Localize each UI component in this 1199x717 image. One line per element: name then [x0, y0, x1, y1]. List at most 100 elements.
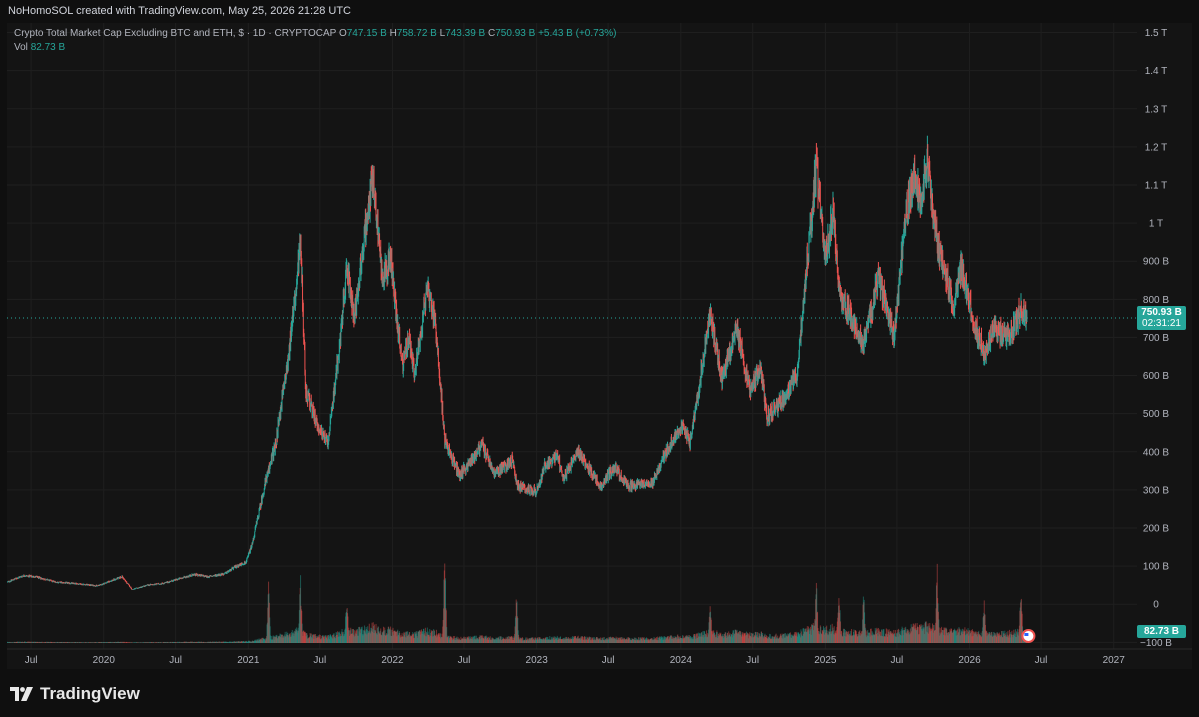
y-tick-label: 1.2 T: [1145, 142, 1168, 153]
volume-bar: [63, 642, 65, 643]
volume-bar: [397, 629, 399, 643]
volume-bar: [387, 626, 389, 643]
volume-bar: [941, 626, 943, 643]
volume-bar: [964, 627, 966, 643]
volume-bar: [563, 639, 565, 643]
volume-bar: [346, 609, 348, 643]
volume-bar: [499, 639, 501, 643]
volume-bar: [948, 632, 950, 643]
volume-bar: [165, 642, 167, 643]
volume-bar: [431, 631, 433, 643]
volume-bar: [69, 642, 71, 643]
volume-bar: [715, 637, 717, 643]
volume-bar: [860, 634, 862, 643]
volume-bar: [568, 638, 570, 643]
volume-bar: [647, 638, 649, 643]
volume-bar: [824, 629, 826, 643]
volume-bar: [811, 625, 813, 643]
volume-bar: [849, 634, 851, 643]
volume-bar: [426, 633, 428, 643]
volume-bar: [36, 642, 38, 643]
volume-bar: [71, 642, 73, 643]
volume-bar: [235, 641, 237, 643]
volume-bar: [125, 641, 127, 643]
volume-bar: [329, 636, 331, 643]
volume-bar: [28, 642, 30, 643]
volume-bar: [242, 641, 244, 643]
volume-bar: [520, 637, 522, 643]
volume-bar: [800, 631, 802, 643]
volume-bar: [202, 641, 204, 643]
volume-bar: [273, 635, 275, 643]
x-tick-label: Jul: [890, 655, 903, 666]
volume-bar: [25, 641, 27, 643]
volume-bar: [351, 633, 353, 643]
volume-bar: [100, 642, 102, 643]
volume-bar: [920, 626, 922, 643]
volume-bar: [931, 629, 933, 643]
volume-bar: [969, 632, 971, 643]
y-tick-label: 0: [1153, 600, 1159, 611]
volume-bar: [777, 638, 779, 643]
volume-bar: [106, 642, 108, 643]
volume-bar: [531, 637, 533, 643]
volume-bar: [21, 641, 23, 643]
volume-bar: [540, 639, 542, 643]
volume-bar: [861, 633, 863, 643]
volume-bar: [423, 628, 425, 643]
volume-bar: [390, 626, 392, 643]
volume-bar: [977, 634, 979, 643]
volume-bar: [354, 630, 356, 643]
volume-bar: [487, 639, 489, 643]
volume-bar: [39, 642, 41, 643]
volume-bar: [146, 642, 148, 643]
volume-bar: [254, 640, 256, 643]
volume-bar: [184, 641, 186, 643]
volume-bar: [67, 642, 69, 643]
volume-bar: [853, 635, 855, 643]
volume-bar: [228, 641, 230, 643]
volume-bar: [240, 641, 242, 643]
volume-bar: [305, 633, 307, 643]
volume-bar: [629, 639, 631, 643]
volume-bar: [316, 637, 318, 643]
volume-bar: [145, 642, 147, 643]
volume-bar: [401, 636, 403, 643]
volume-bar: [86, 642, 88, 643]
volume-bar: [430, 630, 432, 643]
volume-bar: [370, 630, 372, 643]
volume-bar: [458, 639, 460, 643]
volume-bar: [573, 636, 575, 643]
volume-bar: [240, 641, 242, 643]
volume-bar: [99, 642, 101, 643]
volume-bar: [556, 637, 558, 643]
volume-bar: [78, 642, 80, 643]
volume-bar: [234, 641, 236, 643]
volume-bar: [438, 633, 440, 643]
volume-bar: [277, 636, 279, 643]
volume-bar: [677, 638, 679, 643]
volume-bar: [697, 637, 699, 643]
volume-bar: [535, 637, 537, 643]
volume-bar: [366, 634, 368, 643]
volume-bar: [652, 640, 654, 643]
volume-bar: [540, 638, 542, 643]
volume-bar: [324, 636, 326, 643]
volume-bar: [433, 629, 435, 643]
volume-bar: [357, 635, 359, 643]
volume-bar: [450, 636, 452, 643]
volume-bar: [309, 633, 311, 643]
x-tick-label: Jul: [458, 655, 471, 666]
volume-bar: [410, 636, 412, 643]
volume-bar: [773, 636, 775, 643]
volume-bar: [772, 636, 774, 643]
volume-bar: [368, 623, 370, 643]
volume-bar: [591, 639, 593, 643]
volume-bar: [433, 629, 435, 643]
volume-bar: [837, 617, 839, 643]
volume-bar: [388, 628, 390, 643]
volume-bar: [319, 634, 321, 643]
volume-bar: [725, 635, 727, 643]
